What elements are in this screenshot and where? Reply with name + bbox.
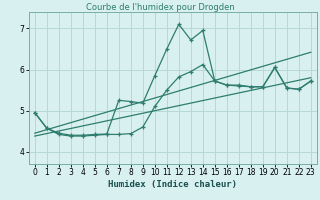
Text: Courbe de l'humidex pour Drogden: Courbe de l'humidex pour Drogden	[86, 3, 234, 12]
X-axis label: Humidex (Indice chaleur): Humidex (Indice chaleur)	[108, 180, 237, 189]
